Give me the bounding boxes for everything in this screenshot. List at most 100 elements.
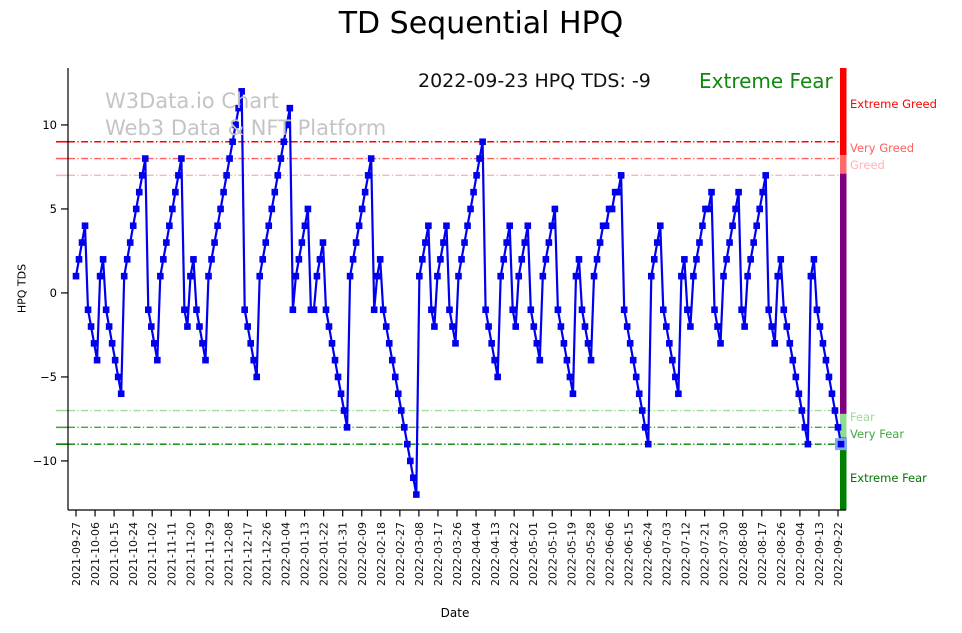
- data-point-marker: [825, 373, 833, 381]
- data-point-marker: [539, 272, 547, 280]
- data-point-marker: [705, 205, 712, 213]
- data-point-marker: [331, 356, 339, 364]
- data-point-marker: [518, 256, 526, 263]
- x-tick-label: 2022-04-13: [489, 522, 502, 586]
- data-point-marker: [810, 256, 818, 263]
- data-point-marker: [735, 188, 742, 196]
- data-point-marker: [545, 239, 553, 246]
- data-point-marker: [376, 256, 384, 263]
- y-axis-label: HPQ TDS: [15, 263, 29, 314]
- data-point-marker: [693, 256, 700, 263]
- series-hpq-tds: [72, 88, 848, 498]
- data-point-marker: [458, 256, 465, 263]
- x-tick-label: 2022-09-13: [813, 522, 826, 586]
- data-point-marker: [358, 205, 366, 213]
- colorbar-segment: [840, 155, 847, 174]
- x-tick-label: 2022-07-30: [718, 522, 731, 586]
- data-point-marker: [681, 256, 688, 263]
- annotation-sentiment: Extreme Fear: [699, 69, 833, 93]
- threshold-label-very-greed: Very Greed: [850, 141, 915, 155]
- data-point-marker: [135, 188, 143, 196]
- x-tick-label: 2022-08-08: [737, 522, 750, 586]
- data-point-marker: [187, 272, 194, 280]
- data-point-marker: [280, 138, 288, 146]
- x-tick-label: 2022-04-04: [470, 522, 483, 586]
- data-point-marker: [105, 323, 113, 330]
- x-tick-label: 2022-06-15: [622, 522, 635, 586]
- data-point-marker: [732, 205, 739, 213]
- y-tick-label: 0: [50, 286, 57, 300]
- data-point-marker: [322, 306, 330, 314]
- data-point-marker: [349, 256, 357, 263]
- data-point-marker: [295, 256, 303, 263]
- data-point-marker: [277, 155, 285, 162]
- data-point-marker: [506, 222, 514, 230]
- data-point-marker: [253, 373, 261, 381]
- x-tick-label: 2022-02-18: [375, 522, 388, 586]
- data-point-marker: [768, 323, 776, 330]
- data-point-marker: [217, 205, 224, 213]
- data-point-marker: [816, 323, 824, 330]
- data-point-marker: [479, 138, 486, 146]
- data-point-marker: [419, 256, 426, 263]
- x-tick-label: 2022-02-27: [394, 522, 407, 586]
- data-point-marker: [364, 172, 372, 179]
- data-point-marker: [178, 155, 185, 162]
- data-point-marker: [250, 356, 257, 364]
- threshold-lines: [56, 140, 840, 445]
- colorbar-segment: [840, 68, 847, 156]
- data-point-marker: [684, 306, 691, 314]
- data-point-marker: [455, 272, 462, 280]
- y-tick-label: −5: [40, 370, 57, 384]
- colorbar-segment: [840, 413, 847, 438]
- data-point-marker: [346, 272, 354, 280]
- data-point-marker: [729, 222, 736, 230]
- data-point-marker: [449, 323, 456, 330]
- data-point-marker: [666, 340, 673, 347]
- data-point-marker: [120, 272, 128, 280]
- x-tick-label: 2021-12-26: [261, 522, 274, 586]
- data-point-marker: [798, 407, 806, 414]
- data-point-marker: [620, 306, 628, 314]
- data-point-marker: [235, 104, 242, 112]
- data-point-marker: [762, 172, 770, 179]
- data-point-marker: [780, 306, 788, 314]
- data-point-marker: [647, 272, 655, 280]
- data-point-marker: [807, 272, 815, 280]
- x-tick-label: 2021-09-27: [70, 522, 83, 586]
- data-point-marker: [557, 323, 565, 330]
- data-point-marker: [804, 440, 812, 448]
- x-tick-label: 2022-05-19: [565, 522, 578, 586]
- x-tick-label: 2022-07-03: [661, 522, 674, 586]
- data-point-marker: [397, 407, 405, 414]
- data-point-marker: [660, 306, 667, 314]
- data-point-marker: [792, 373, 800, 381]
- data-point-marker: [828, 390, 836, 398]
- data-point-marker: [714, 323, 721, 330]
- data-point-marker: [578, 306, 586, 314]
- data-point-marker: [370, 306, 378, 314]
- x-tick-label: 2022-01-13: [299, 522, 312, 586]
- data-point-marker: [416, 272, 423, 280]
- data-point-marker: [132, 205, 140, 213]
- x-tick-label: 2022-03-26: [451, 522, 464, 586]
- data-point-marker: [515, 272, 523, 280]
- data-point-marker: [108, 340, 116, 347]
- data-point-marker: [190, 256, 197, 263]
- data-point-marker: [208, 256, 215, 263]
- data-point-marker: [663, 323, 670, 330]
- data-point-marker: [596, 239, 604, 246]
- x-tick-label: 2022-01-22: [318, 522, 331, 586]
- x-tick-label: 2021-10-24: [127, 522, 140, 586]
- data-point-marker: [467, 205, 474, 213]
- data-point-marker: [90, 340, 98, 347]
- data-point-marker: [563, 356, 571, 364]
- data-point-marker: [575, 256, 583, 263]
- data-point-marker: [747, 256, 754, 263]
- data-point-marker: [500, 256, 507, 263]
- data-point-marker: [262, 239, 270, 246]
- data-point-marker: [193, 306, 200, 314]
- data-point-marker: [650, 256, 658, 263]
